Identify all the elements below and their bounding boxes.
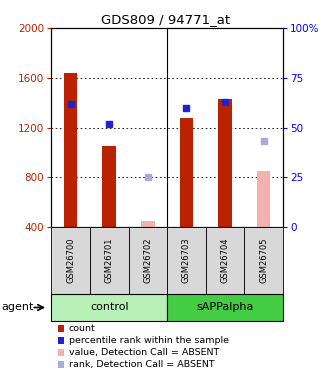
Bar: [64, 73, 77, 227]
Text: sAPPalpha: sAPPalpha: [196, 303, 254, 312]
Bar: [141, 220, 155, 227]
Bar: [218, 99, 232, 227]
Text: GSM26700: GSM26700: [66, 238, 75, 284]
Text: percentile rank within the sample: percentile rank within the sample: [69, 336, 229, 345]
Text: GSM26702: GSM26702: [143, 238, 152, 284]
Text: agent: agent: [2, 303, 34, 312]
Bar: [257, 171, 270, 227]
Text: GDS809 / 94771_at: GDS809 / 94771_at: [101, 13, 230, 26]
Text: GSM26704: GSM26704: [220, 238, 230, 284]
Text: control: control: [90, 303, 128, 312]
Text: GSM26703: GSM26703: [182, 238, 191, 284]
Text: count: count: [69, 324, 96, 333]
Text: GSM26701: GSM26701: [105, 238, 114, 284]
Text: value, Detection Call = ABSENT: value, Detection Call = ABSENT: [69, 348, 219, 357]
Text: rank, Detection Call = ABSENT: rank, Detection Call = ABSENT: [69, 360, 214, 369]
Bar: [180, 118, 193, 227]
Bar: [103, 146, 116, 227]
Text: GSM26705: GSM26705: [259, 238, 268, 284]
